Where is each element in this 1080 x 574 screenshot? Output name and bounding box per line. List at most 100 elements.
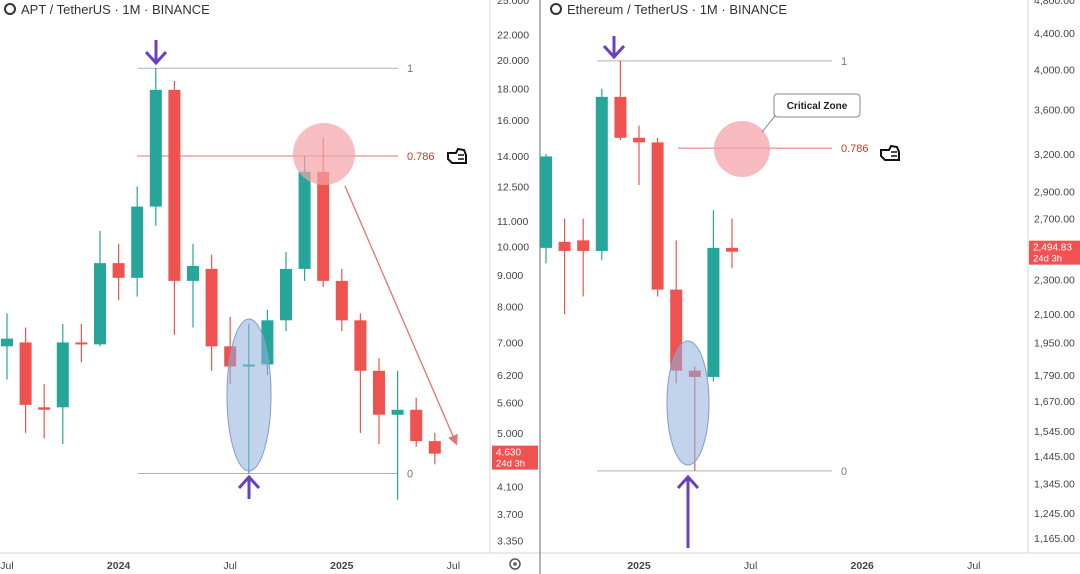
- y-tick-label: 14.000: [497, 151, 529, 163]
- x-tick-label: 2025: [330, 560, 354, 572]
- support-zone-ellipse: [226, 318, 272, 472]
- y-tick-label: 4.100: [497, 481, 523, 493]
- hand-pointer-icon: [880, 144, 900, 161]
- y-tick-label: 4,800.00: [1034, 0, 1075, 7]
- candle-body: [149, 89, 162, 207]
- candle-body: [633, 137, 645, 143]
- y-tick-label: 2,700.00: [1034, 214, 1075, 226]
- candle-body: [75, 342, 88, 345]
- y-tick-label: 2,300.00: [1034, 275, 1075, 287]
- y-tick-label: 7.000: [497, 337, 523, 349]
- critical-zone-callout: Critical Zone: [761, 93, 861, 133]
- y-tick-label: 9.000: [497, 270, 523, 282]
- candle-body: [131, 206, 144, 278]
- candle-body: [1, 338, 13, 347]
- apt-chart: 25.000 22.000 20.000 18.000 16.000 14.000 12.5…: [0, 0, 538, 572]
- candle-body: [298, 171, 311, 269]
- projection-arrow: [344, 185, 458, 446]
- y-tick-label: 5.000: [497, 428, 523, 440]
- left-chart-title: APT / TetherUS · 1M · BINANCE: [21, 2, 210, 17]
- x-tick-label: Jul: [0, 560, 13, 572]
- y-tick-label: 11.000: [497, 216, 528, 228]
- candle-body: [112, 263, 125, 278]
- candle-body: [595, 96, 608, 251]
- last-price-tag: [1029, 240, 1080, 265]
- x-tick-label: Jul: [967, 560, 980, 572]
- eth-chart: 4,800.00 4,400.00 4,000.00 3,600.00 3,200.00…: [540, 0, 1080, 572]
- left-annotations: [144, 40, 467, 499]
- last-price-tag: [492, 445, 538, 470]
- right-chart-title: Ethereum / TetherUS · 1M · BINANCE: [567, 2, 787, 17]
- y-tick-label: 22.000: [497, 29, 529, 41]
- candle-body: [205, 268, 218, 347]
- top-arrow-icon: [602, 36, 626, 60]
- x-tick-label: 2026: [851, 560, 875, 572]
- y-tick-label: 3.350: [497, 536, 523, 548]
- candle-body: [317, 171, 330, 281]
- candle-body: [354, 320, 367, 371]
- candle-body: [651, 142, 664, 290]
- exchange-logo-icon: [550, 3, 562, 15]
- x-tick-label: Jul: [447, 560, 460, 572]
- candle-body: [577, 240, 590, 251]
- candle-body: [94, 263, 106, 345]
- critical-zone-label: Critical Zone: [787, 101, 848, 112]
- y-tick-label: 18.000: [497, 83, 529, 95]
- y-tick-label: 4,400.00: [1034, 28, 1075, 40]
- candle-body: [726, 247, 738, 252]
- support-zone-ellipse: [666, 340, 710, 466]
- candle-body: [373, 370, 385, 415]
- candle-body: [540, 156, 552, 248]
- x-tick-label: Jul: [223, 560, 236, 572]
- y-tick-label: 5.600: [497, 397, 523, 409]
- y-tick-label: 6.200: [497, 370, 523, 382]
- candle-body: [614, 96, 627, 138]
- candle-body: [428, 441, 441, 454]
- candle-body: [19, 342, 32, 405]
- settings-gear-icon[interactable]: [509, 558, 521, 570]
- y-tick-label: 25.000: [497, 0, 529, 7]
- y-tick-label: 8.000: [497, 302, 523, 314]
- x-tick-label: Jul: [744, 560, 757, 572]
- x-tick-label: 2025: [627, 560, 651, 572]
- last-price-value: 4.630: [496, 448, 521, 459]
- y-tick-label: 12.500: [497, 181, 529, 193]
- y-tick-label: 3.700: [497, 509, 523, 521]
- candle-body: [391, 409, 404, 415]
- bottom-arrow-icon: [237, 474, 261, 499]
- y-tick-label: 4,000.00: [1034, 64, 1075, 76]
- exchange-logo-icon: [4, 3, 16, 15]
- y-tick-label: 1,245.00: [1034, 508, 1075, 520]
- y-tick-label: 3,600.00: [1034, 104, 1075, 116]
- y-tick-label: 1,445.00: [1034, 451, 1075, 463]
- candle-body: [38, 407, 51, 410]
- level-label: 0: [841, 466, 847, 478]
- candle-body: [56, 342, 69, 408]
- candle-body: [168, 89, 181, 281]
- level-label: 0.786: [407, 151, 435, 163]
- x-tick-label: 2024: [107, 560, 131, 572]
- y-tick-label: 1,950.00: [1034, 337, 1075, 349]
- right-chart-header: Ethereum / TetherUS · 1M · BINANCE: [550, 2, 787, 17]
- y-tick-label: 1,790.00: [1034, 370, 1075, 382]
- candle-body: [280, 268, 292, 321]
- y-tick-label: 1,670.00: [1034, 396, 1075, 408]
- candle-body: [707, 247, 720, 377]
- y-tick-label: 1,165.00: [1034, 533, 1075, 545]
- critical-zone-circle: [714, 121, 770, 177]
- right-annotations: Critical Zone: [602, 36, 900, 548]
- y-tick-label: 3,200.00: [1034, 149, 1075, 161]
- candle-body: [410, 409, 423, 442]
- candle-body: [558, 241, 571, 251]
- y-tick-label: 20.000: [497, 55, 529, 67]
- y-tick-label: 2,100.00: [1034, 309, 1075, 321]
- last-price-value: 2,494.83: [1033, 243, 1072, 254]
- y-tick-label: 16.000: [497, 115, 529, 127]
- y-tick-label: 10.000: [497, 241, 529, 253]
- hand-pointer-icon: [447, 147, 467, 164]
- level-label: 0: [407, 469, 413, 481]
- bottom-arrow-icon: [676, 474, 700, 548]
- y-tick-label: 1,345.00: [1034, 478, 1075, 490]
- candle-countdown: 24d 3h: [1033, 254, 1062, 265]
